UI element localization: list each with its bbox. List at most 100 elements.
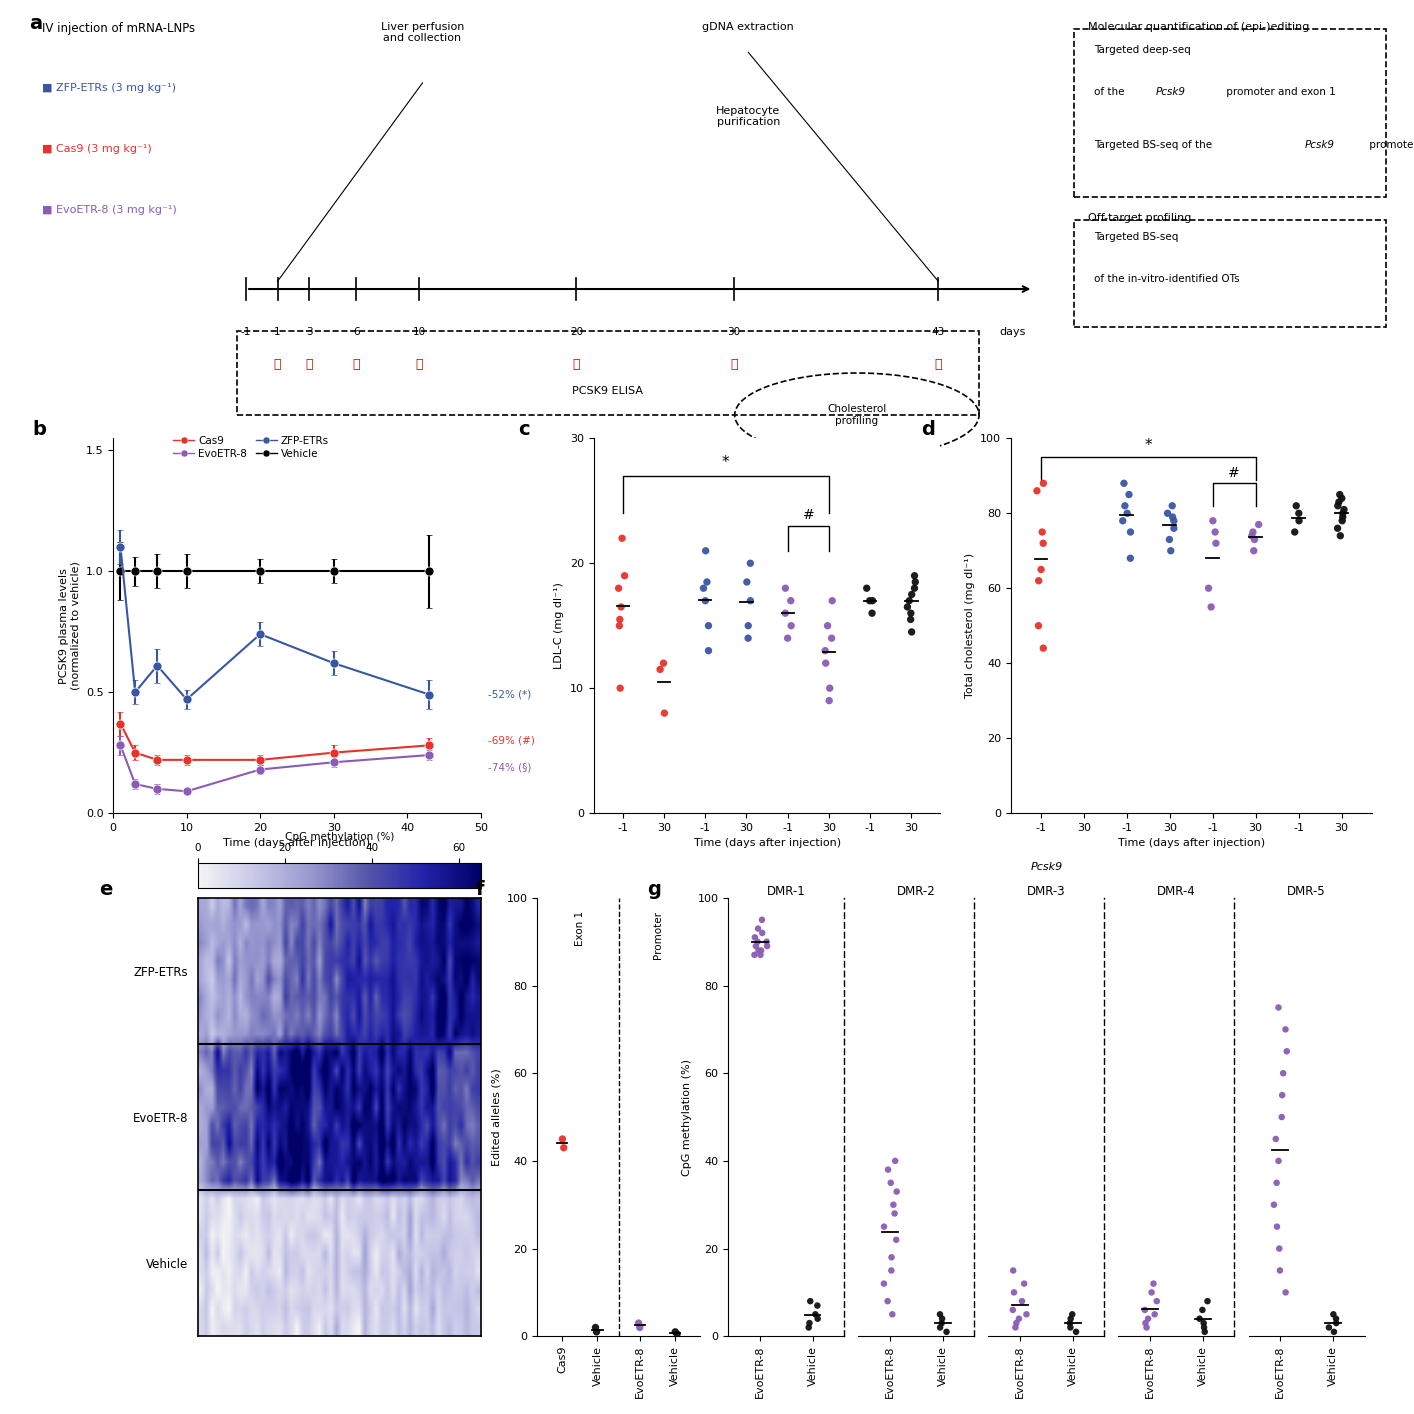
Point — [1158, 529, 1181, 551]
Point — [1266, 1215, 1288, 1239]
Point — [1288, 509, 1311, 532]
Point — [1008, 1308, 1031, 1331]
Point — [1196, 1290, 1219, 1312]
Point — [882, 1193, 905, 1216]
Point — [929, 1316, 952, 1339]
Point — [1285, 495, 1308, 518]
Point — [1161, 495, 1184, 518]
Point — [1059, 1308, 1082, 1331]
X-axis label: Time (days after injection): Time (days after injection) — [693, 839, 841, 848]
Point — [751, 908, 773, 930]
Point — [1005, 1312, 1028, 1335]
Point — [1198, 577, 1220, 600]
Point — [749, 943, 772, 966]
Text: 30: 30 — [727, 327, 741, 337]
Point — [1117, 484, 1140, 506]
Point — [628, 1316, 650, 1339]
Point — [899, 608, 922, 631]
Point — [1240, 525, 1263, 547]
Point — [1288, 502, 1311, 525]
Text: gDNA extraction: gDNA extraction — [703, 21, 795, 31]
Text: g: g — [648, 881, 660, 899]
Point — [1274, 1018, 1297, 1041]
Point — [609, 677, 632, 700]
Point — [1059, 1316, 1082, 1339]
Title: DMR-4: DMR-4 — [1157, 885, 1196, 898]
Point — [1134, 1312, 1157, 1335]
Point — [1200, 595, 1223, 618]
Point — [694, 590, 717, 612]
Text: b: b — [33, 420, 47, 438]
Point — [814, 652, 837, 674]
Point — [1191, 1298, 1213, 1321]
Text: IV injection of mRNA-LNPs: IV injection of mRNA-LNPs — [42, 21, 195, 35]
Point — [930, 1312, 953, 1335]
Text: 🩸: 🩸 — [305, 358, 312, 370]
Point — [694, 539, 717, 561]
Point — [611, 527, 633, 550]
Point — [665, 1321, 687, 1343]
Point — [805, 1304, 827, 1326]
Point — [1003, 1258, 1025, 1281]
Text: a: a — [28, 14, 42, 33]
Point — [1263, 1193, 1285, 1216]
Text: ■ EvoETR-8 (3 mg kg⁻¹): ■ EvoETR-8 (3 mg kg⁻¹) — [42, 205, 177, 215]
Point — [872, 1273, 895, 1295]
Point — [1325, 1312, 1348, 1335]
Point — [861, 590, 884, 612]
Point — [1144, 1304, 1167, 1326]
Point — [740, 590, 762, 612]
Point — [896, 595, 919, 618]
Point — [779, 590, 802, 612]
Point — [1328, 491, 1350, 513]
Point — [697, 614, 720, 636]
Text: Exon 1: Exon 1 — [574, 911, 585, 946]
X-axis label: Time (days after injection): Time (days after injection) — [223, 839, 370, 848]
Point — [904, 577, 926, 600]
Point — [1275, 1041, 1298, 1063]
Bar — [1075, 30, 1386, 198]
Point — [885, 1229, 908, 1251]
Title: DMR-5: DMR-5 — [1287, 885, 1326, 898]
Point — [1161, 506, 1184, 529]
X-axis label: CpG methylation (%): CpG methylation (%) — [284, 831, 395, 843]
Point — [901, 621, 923, 643]
Text: Pcsk9: Pcsk9 — [1031, 861, 1062, 871]
Point — [1326, 495, 1349, 518]
Point — [930, 1308, 953, 1331]
Point — [935, 1321, 957, 1343]
Point — [747, 930, 769, 953]
Point — [745, 935, 768, 957]
Point — [737, 626, 759, 649]
Point — [797, 1316, 820, 1339]
Point — [1332, 498, 1355, 520]
Point — [1193, 1316, 1216, 1339]
Point — [1192, 1312, 1215, 1335]
Point — [1031, 520, 1053, 543]
Point — [1003, 1281, 1025, 1304]
Text: #: # — [803, 508, 814, 522]
Point — [1332, 502, 1355, 525]
Text: -1: -1 — [240, 327, 252, 337]
Point — [822, 590, 844, 612]
Point — [877, 1158, 899, 1181]
Point — [744, 926, 766, 949]
Point — [1325, 1308, 1348, 1331]
Text: Hepatocyte
purification: Hepatocyte purification — [715, 106, 781, 127]
Text: *: * — [723, 454, 730, 469]
Point — [1001, 1298, 1024, 1321]
Point — [653, 701, 676, 724]
Point — [614, 564, 636, 587]
Text: c: c — [518, 420, 529, 438]
Text: -52% (*): -52% (*) — [488, 690, 532, 700]
Text: 1: 1 — [274, 327, 281, 337]
Point — [881, 1304, 904, 1326]
Point — [773, 577, 796, 600]
Point — [929, 1304, 952, 1326]
Point — [1060, 1304, 1083, 1326]
Text: Cholesterol
profiling: Cholesterol profiling — [827, 404, 887, 426]
Point — [904, 571, 926, 594]
Text: Off-target profiling: Off-target profiling — [1087, 212, 1191, 222]
Point — [820, 626, 843, 649]
Point — [1032, 532, 1055, 554]
